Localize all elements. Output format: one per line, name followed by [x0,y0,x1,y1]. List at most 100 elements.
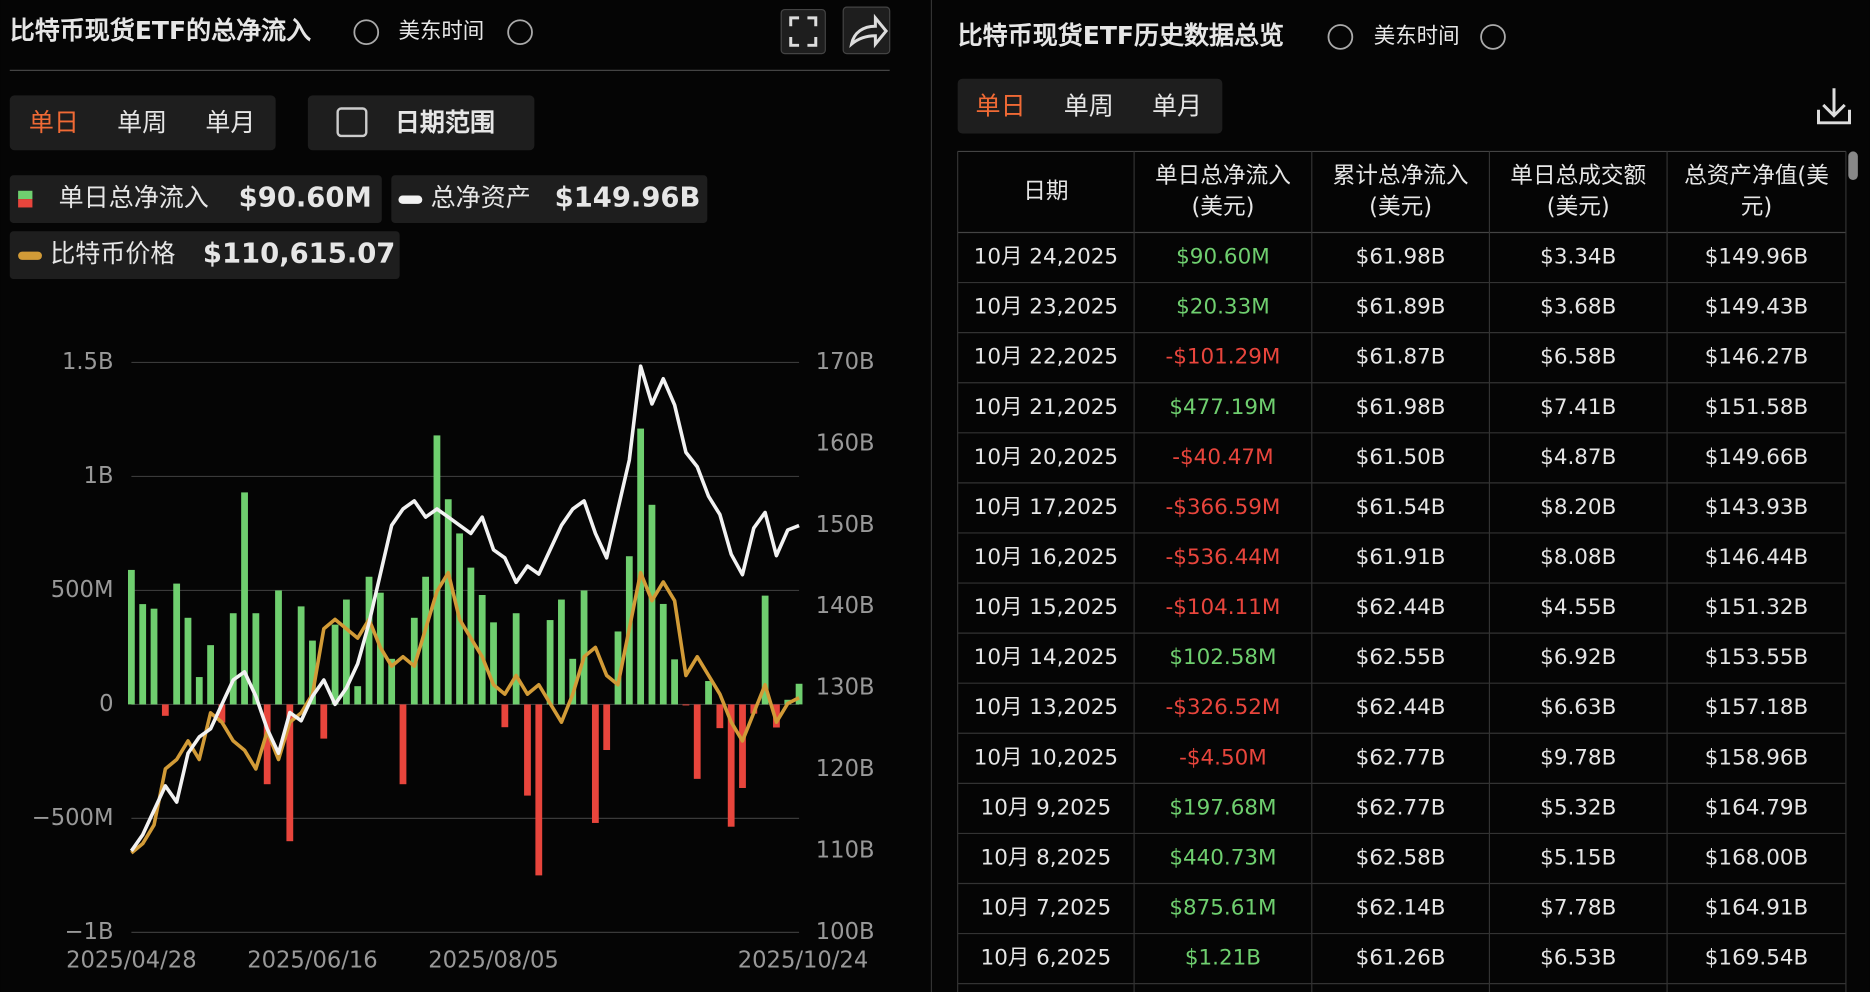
table-cell: $440.73M [1169,845,1276,870]
info-icon[interactable] [353,19,380,46]
tab-group [957,78,1223,134]
table-cell: $61.50B [1356,445,1446,470]
tab[interactable]: 单周 [1064,91,1114,120]
table-cell: $164.79B [1705,795,1808,820]
date-range-label: 日期范围 [395,108,495,137]
table-cell: $875.61M [1169,896,1276,921]
table-cell: $146.27B [1705,345,1808,370]
table-cell: $6.63B [1540,695,1616,720]
download-icon[interactable] [1817,88,1851,125]
bar [671,659,678,705]
table-cell: -$40.47M [1172,445,1273,470]
table-cell: $102.58M [1169,645,1276,670]
bar [478,594,486,705]
y2-tick-label: 110B [816,837,875,863]
column-header: 累计总净流入 [1333,163,1469,189]
x-tick-label: 2025/06/16 [247,947,377,973]
table-cell: $151.58B [1705,395,1808,420]
legend-box [391,175,708,223]
table-cell: $61.91B [1356,545,1446,570]
info-icon[interactable] [507,19,533,46]
bar [422,576,430,705]
table-cell: $61.98B [1356,395,1446,420]
table-cell: $61.26B [1356,946,1446,971]
tab[interactable]: 单日 [976,91,1026,120]
bar [580,590,588,705]
bar [127,569,135,705]
table-cell: $149.96B [1705,245,1808,270]
table-cell: $61.54B [1356,495,1446,520]
y-tick-label: 0 [99,691,113,717]
data-table: 日期 单日总净流入 (美元) 累计总净流入 (美元) 单日总成交额 (美元) 总资产净值(美元… [957,150,1847,992]
info-icon[interactable] [1327,24,1354,50]
table-cell: $143.93B [1705,495,1808,520]
table-cell: $61.98B [1356,245,1446,270]
right-panel: 比特币现货ETF历史数据总览 美东时间 单日 单周 单月 日期 单日总净流入 (美元… [957,21,1858,992]
bar [320,704,328,739]
bar [614,631,622,705]
chart: −1B −500M 0 500M 1B 1.5B 100B 110B 120B 130B 140B 1… [32,349,875,974]
table-cell: $158.96B [1705,745,1808,770]
info-icon[interactable] [1480,24,1506,50]
table-cell: $62.44B [1356,595,1446,620]
bar [739,704,746,788]
bar [637,428,645,705]
table-cell: $1.21B [1185,946,1261,971]
table-cell: $62.55B [1356,645,1446,670]
bar [388,658,396,705]
column-header: (美元) [1547,194,1610,220]
table-cell: $8.20B [1540,495,1616,520]
legend-swatch [18,251,42,260]
table-cell: $7.41B [1540,395,1616,420]
legend-swatch [18,199,33,208]
scrollbar[interactable] [1848,151,1858,181]
table-cell: 10月 6,2025 [981,946,1112,971]
share-icon [849,13,889,49]
table-cell: -$326.52M [1165,695,1280,720]
table-cell: -$366.59M [1165,495,1280,520]
column-header: 单日总成交额 [1510,163,1646,189]
table-cell: $146.44B [1705,545,1808,570]
table-cell: 10月 20,2025 [974,445,1118,470]
y2-tick-label: 140B [816,593,875,619]
x-tick-label: 2025/04/28 [66,947,197,973]
table-cell: $4.55B [1540,595,1616,620]
panel-title: 比特币现货ETF历史数据总览 [958,21,1284,50]
table-cell: 10月 14,2025 [974,645,1118,670]
bar [263,704,271,785]
table-cell: $168.00B [1705,845,1808,870]
bar [184,617,192,705]
fullscreen-icon [789,16,818,47]
tab[interactable]: 单月 [1152,91,1202,120]
tab[interactable]: 单月 [205,108,255,137]
table-cell: $6.92B [1540,645,1616,670]
bar [207,645,214,705]
bar [705,681,712,705]
table-cell: $6.53B [1540,946,1616,971]
bar [241,492,248,705]
bar [716,704,724,729]
y-tick-label: −1B [65,919,114,945]
y2-tick-label: 170B [816,349,875,375]
table-cell: $90.60M [1176,245,1270,270]
tab[interactable]: 单周 [117,108,167,137]
bar [150,608,158,705]
table-cell: -$536.44M [1165,545,1280,570]
line [129,364,800,852]
tab[interactable]: 单日 [29,108,79,137]
table-cell: $4.87B [1540,445,1616,470]
table-cell: 10月 7,2025 [981,896,1112,921]
table-cell: $61.89B [1356,295,1446,320]
y2-tick-label: 100B [816,919,875,945]
y-tick-label: 1.5B [62,349,114,375]
legend-box [9,175,382,223]
y-tick-label: 1B [84,463,114,489]
bar [490,622,497,705]
table-cell: $477.19M [1169,395,1276,420]
bar [229,613,237,705]
fullscreen-button[interactable] [780,8,826,55]
bar [252,613,260,705]
